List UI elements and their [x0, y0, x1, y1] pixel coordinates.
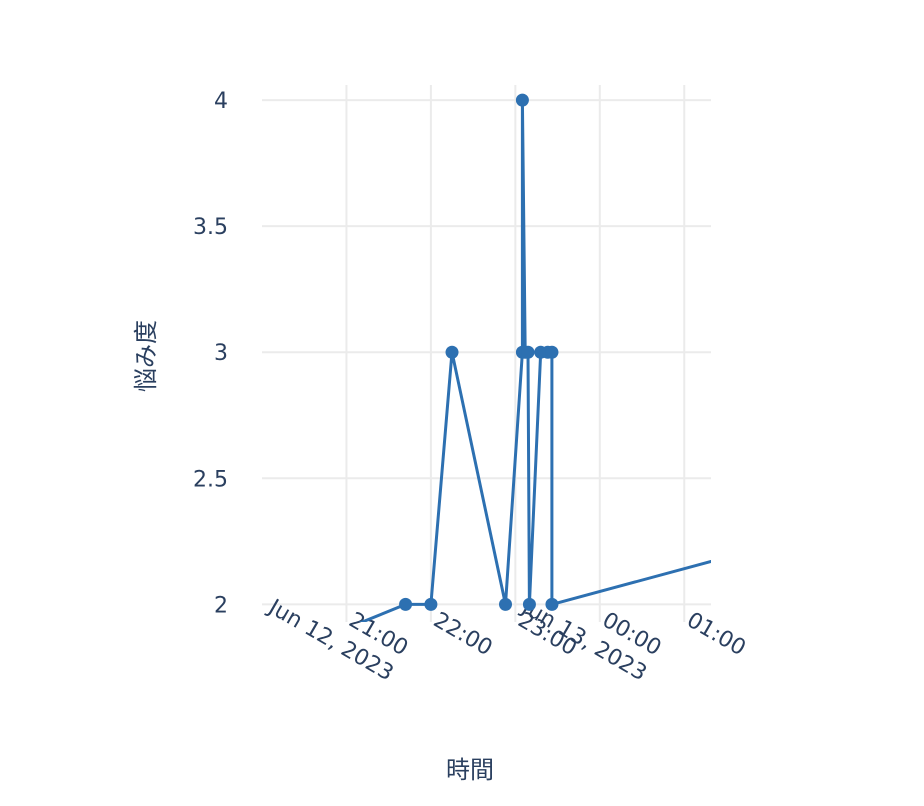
y-tick-label: 3 — [214, 341, 228, 366]
data-point — [445, 345, 459, 359]
x-axis-title: 時間 — [446, 756, 494, 784]
series-markers — [399, 93, 559, 611]
y-tick-label: 2.5 — [193, 467, 228, 492]
series-line — [358, 98, 711, 622]
y-tick-label: 4 — [214, 89, 228, 114]
data-point — [499, 597, 513, 611]
x-tick-label: 21:00Jun 12, 2023 — [263, 569, 412, 686]
data-point — [522, 597, 536, 611]
x-tick-label: 00:00Jun 13, 2023 — [516, 569, 665, 686]
x-tick-label: 22:00 — [429, 608, 496, 661]
plot-area — [358, 93, 711, 622]
data-point — [515, 93, 529, 107]
y-tick-label: 2 — [214, 593, 228, 618]
data-point — [545, 597, 559, 611]
x-tick-label: 01:00 — [682, 608, 749, 661]
data-point — [399, 597, 413, 611]
data-point — [424, 597, 438, 611]
y-tick-label: 3.5 — [193, 215, 228, 240]
data-point — [545, 345, 559, 359]
grid-lines — [262, 85, 711, 622]
y-axis-ticks: 2 2.5 3 3.5 4 — [193, 89, 228, 618]
data-point — [521, 345, 535, 359]
y-axis-title: 悩み度 — [132, 320, 160, 392]
